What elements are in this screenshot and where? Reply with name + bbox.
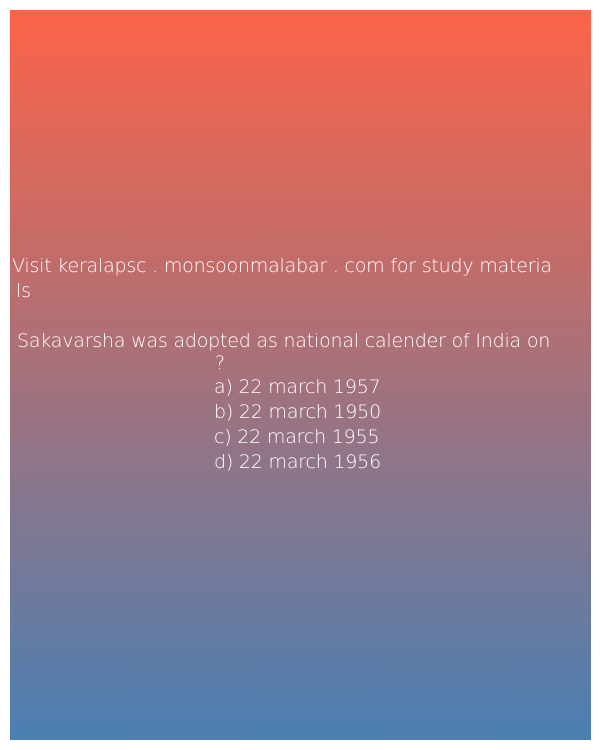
question-text-line-2: ? — [215, 352, 225, 374]
option-a: a) 22 march 1957 — [214, 376, 381, 398]
question-text-line-1: Sakavarsha was adopted as national calen… — [17, 330, 551, 352]
quiz-card: Visit keralapsc . monsoonmalabar . com f… — [10, 10, 591, 740]
option-d: d) 22 march 1956 — [214, 451, 381, 473]
promo-text-line-2: ls — [16, 280, 31, 302]
option-c: c) 22 march 1955 — [214, 426, 380, 448]
option-b: b) 22 march 1950 — [214, 401, 381, 423]
promo-text-line-1: Visit keralapsc . monsoonmalabar . com f… — [12, 255, 552, 277]
